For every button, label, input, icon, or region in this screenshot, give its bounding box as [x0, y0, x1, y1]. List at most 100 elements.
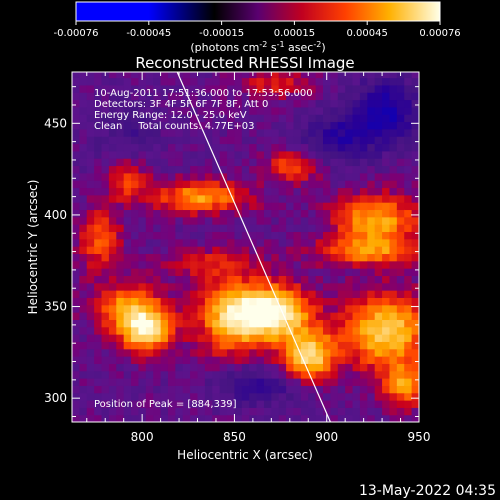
heatmap-cell: [72, 150, 80, 159]
heatmap-cell: [227, 392, 236, 401]
heatmap-cell: [315, 334, 324, 342]
heatmap-cell: [382, 392, 391, 401]
heatmap-cell: [278, 84, 287, 93]
heatmap-cell: [79, 216, 88, 225]
heatmap-cell: [359, 238, 368, 247]
heatmap-cell: [411, 180, 419, 189]
heatmap-cell: [271, 385, 280, 394]
heatmap-cell: [352, 114, 361, 123]
heatmap-cell: [323, 246, 331, 255]
heatmap-cell: [197, 180, 206, 189]
heatmap-cell: [212, 297, 221, 306]
heatmap-cell: [234, 370, 243, 379]
heatmap-cell: [153, 312, 162, 320]
heatmap-cell: [86, 165, 95, 174]
heatmap-cell: [197, 414, 206, 422]
heatmap-cell: [249, 84, 258, 93]
heatmap-cell: [116, 216, 125, 225]
heatmap-cell: [374, 356, 383, 364]
heatmap-cell: [227, 370, 236, 379]
heatmap-cell: [190, 407, 199, 416]
heatmap-cell: [278, 312, 287, 320]
heatmap-cell: [404, 224, 413, 233]
heatmap-cell: [293, 224, 302, 233]
heatmap-cell: [86, 356, 95, 364]
heatmap-cell: [300, 92, 309, 101]
heatmap-cell: [153, 172, 162, 181]
heatmap-cell: [300, 158, 309, 167]
heatmap-cell: [197, 385, 206, 394]
heatmap-cell: [278, 297, 287, 306]
heatmap-cell: [323, 290, 331, 298]
heatmap-cell: [123, 348, 132, 357]
heatmap-cell: [160, 114, 169, 123]
heatmap-cell: [160, 341, 169, 350]
heatmap-cell: [345, 143, 354, 152]
heatmap-cell: [411, 106, 419, 115]
heatmap-cell: [234, 202, 243, 211]
heatmap-cell: [256, 275, 265, 284]
heatmap-cell: [256, 92, 265, 101]
heatmap-cell: [286, 290, 295, 298]
heatmap-cell: [374, 275, 383, 284]
heatmap-cell: [411, 356, 419, 364]
heatmap-cell: [330, 378, 339, 386]
heatmap-cell: [153, 370, 162, 379]
heatmap-cell: [212, 268, 221, 276]
heatmap-cell: [108, 268, 117, 276]
heatmap-cell: [286, 92, 295, 101]
heatmap-cell: [263, 260, 272, 269]
heatmap-cell: [160, 246, 169, 255]
heatmap-cell: [404, 290, 413, 298]
heatmap-cell: [249, 99, 258, 108]
heatmap-cell: [308, 136, 317, 145]
heatmap-cell: [101, 194, 110, 203]
heatmap-cell: [411, 268, 419, 276]
heatmap-cell: [411, 136, 419, 145]
heatmap-cell: [286, 158, 295, 167]
heatmap-cell: [72, 114, 80, 123]
heatmap-cell: [367, 84, 376, 93]
heatmap-cell: [389, 187, 398, 196]
heatmap-cell: [175, 348, 184, 357]
heatmap-cell: [212, 348, 221, 357]
heatmap-cell: [101, 121, 110, 130]
heatmap-cell: [227, 282, 236, 291]
heatmap-cell: [404, 72, 413, 79]
heatmap-cell: [145, 209, 154, 218]
heatmap-cell: [300, 209, 309, 218]
heatmap-cell: [404, 319, 413, 328]
heatmap-cell: [197, 268, 206, 276]
heatmap-cell: [145, 106, 154, 115]
heatmap-cell: [249, 312, 258, 320]
heatmap-cell: [278, 326, 287, 335]
heatmap-cell: [116, 143, 125, 152]
heatmap-cell: [79, 363, 88, 372]
heatmap-cell: [182, 414, 191, 422]
y-tick-label: 400: [44, 208, 67, 222]
heatmap-cell: [271, 297, 280, 306]
heatmap-cell: [286, 282, 295, 291]
heatmap-cell: [323, 143, 331, 152]
heatmap-cell: [204, 216, 213, 225]
heatmap-cell: [278, 121, 287, 130]
heatmap-cell: [94, 400, 103, 408]
heatmap-cell: [352, 150, 361, 159]
heatmap-cell: [389, 238, 398, 247]
heatmap-cell: [131, 297, 140, 306]
heatmap-cell: [197, 304, 206, 313]
heatmap-cell: [389, 385, 398, 394]
heatmap-cell: [190, 231, 199, 240]
heatmap-cell: [153, 246, 162, 255]
heatmap-cell: [278, 224, 287, 233]
heatmap-cell: [108, 356, 117, 364]
heatmap-cell: [123, 92, 132, 101]
heatmap-cell: [323, 128, 331, 137]
heatmap-cell: [278, 143, 287, 152]
heatmap-cell: [131, 209, 140, 218]
heatmap-cell: [123, 253, 132, 262]
heatmap-cell: [345, 282, 354, 291]
heatmap-cell: [359, 326, 368, 335]
heatmap-cell: [212, 165, 221, 174]
